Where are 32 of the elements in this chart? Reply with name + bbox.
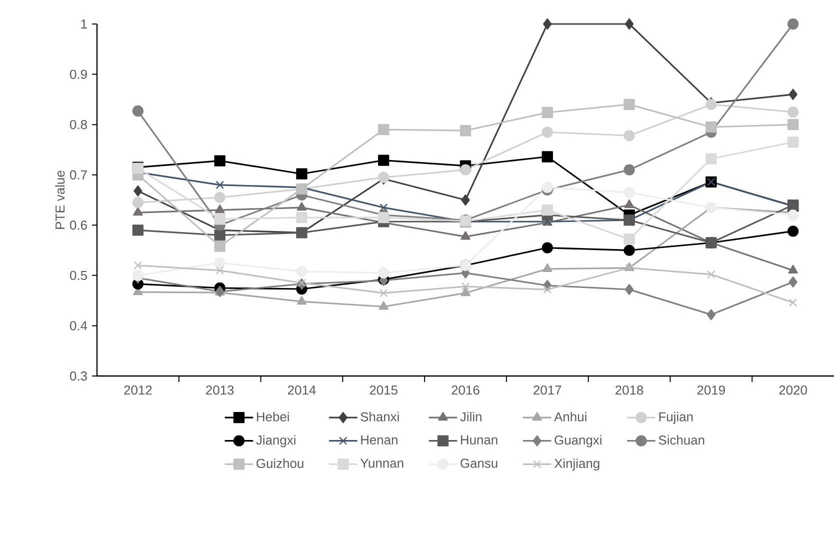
x-tick-label: 2020 [779, 385, 807, 395]
legend-label: Guangxi [554, 435, 602, 448]
legend-label: Sichuan [658, 435, 704, 445]
x-tick-label: 2017 [534, 385, 562, 395]
legend-label: Hunan [461, 435, 498, 444]
y-tick-label: 0.5 [70, 270, 87, 280]
y-axis-title: PTE value [55, 170, 65, 229]
x-tick-label: 2014 [288, 385, 316, 395]
legend-label: Guizhou [256, 458, 304, 468]
x-tick-label: 2016 [452, 385, 480, 395]
legend-label: Hebei [256, 412, 289, 422]
x-tick-label: 2019 [697, 385, 725, 395]
y-tick-label: 0.8 [70, 120, 87, 130]
legend-label: Yunnan [360, 458, 404, 468]
x-tick-label: 2018 [616, 385, 644, 395]
legend-label: Henan [361, 435, 398, 444]
legend-label: Gansu [460, 458, 498, 468]
legend-label: Fujian [659, 412, 693, 424]
y-tick-label: 1 [81, 20, 87, 28]
y-tick-label: 0.3 [70, 371, 87, 381]
legend-label: Xinjiang [554, 458, 600, 471]
x-tick-label: 2015 [370, 385, 398, 395]
legend-label: Anhui [554, 412, 586, 422]
x-tick-label: 2012 [124, 385, 152, 395]
x-tick-label: 2013 [206, 385, 234, 395]
y-tick-label: 0.9 [70, 70, 87, 79]
y-tick-label: 0.4 [70, 321, 88, 330]
legend-label: Jiangxi [256, 435, 296, 448]
legend-label: Shanxi [360, 412, 399, 422]
y-tick-label: 0.6 [70, 220, 87, 230]
y-tick-label: 0.7 [70, 170, 87, 180]
legend-label: Jilin [460, 412, 482, 422]
